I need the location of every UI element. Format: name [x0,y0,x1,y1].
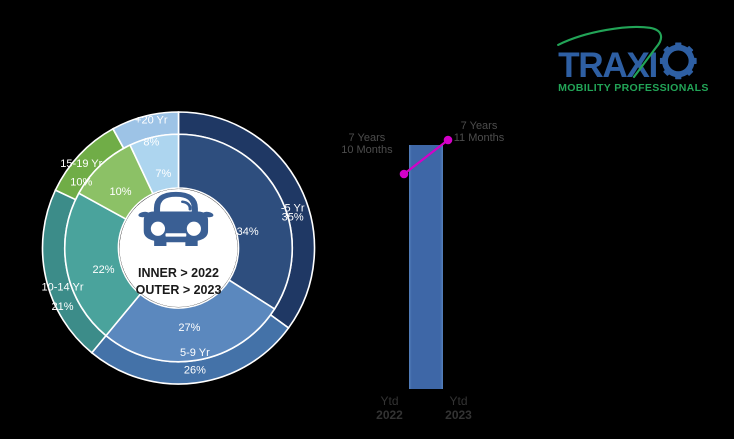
svg-text:10-14 Yr: 10-14 Yr [42,282,84,294]
svg-text:8%: 8% [143,136,159,148]
svg-text:34%: 34% [237,226,259,238]
svg-text:MOBILITY PROFESSIONALS: MOBILITY PROFESSIONALS [558,82,709,94]
svg-text:OUTER > 2023: OUTER > 2023 [136,283,222,297]
svg-text:27%: 27% [178,322,200,334]
svg-text:21%: 21% [51,301,73,313]
svg-text:7 Years: 7 Years [349,132,386,144]
svg-text:10%: 10% [109,186,131,198]
svg-text:Ytd: Ytd [380,394,398,408]
svg-text:5-9 Yr: 5-9 Yr [180,347,210,359]
svg-text:10 Months: 10 Months [341,144,393,156]
svg-text:26%: 26% [184,364,206,376]
svg-text:7 Years: 7 Years [461,120,498,132]
svg-text:2023: 2023 [445,408,472,422]
svg-text:7%: 7% [155,168,171,180]
svg-text:35%: 35% [282,212,304,224]
svg-text:15-19 Yr: 15-19 Yr [60,158,102,170]
svg-text:11 Months: 11 Months [454,132,505,144]
svg-text:10%: 10% [70,177,92,189]
svg-text:+20 Yr: +20 Yr [135,115,168,127]
svg-text:INNER > 2022: INNER > 2022 [138,266,219,280]
svg-text:22%: 22% [92,264,114,276]
svg-text:Ytd: Ytd [449,394,467,408]
svg-text:2022: 2022 [376,408,403,422]
